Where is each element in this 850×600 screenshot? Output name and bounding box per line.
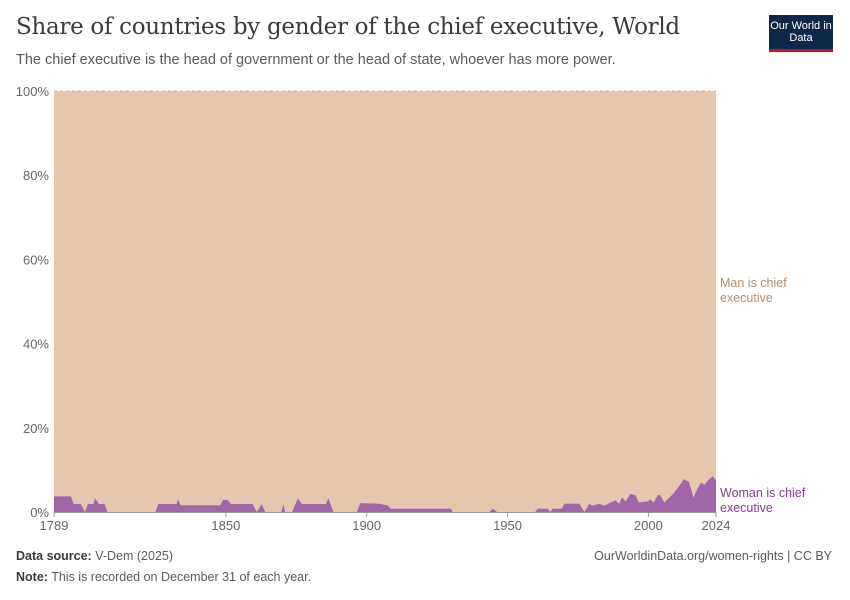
- note: Note: This is recorded on December 31 of…: [16, 570, 311, 584]
- y-tick-label: 100%: [16, 84, 50, 99]
- note-text: This is recorded on December 31 of each …: [51, 570, 312, 584]
- chart-subtitle: The chief executive is the head of gover…: [16, 52, 616, 68]
- x-tick-label: 2000: [634, 518, 663, 533]
- y-tick-label: 40%: [23, 337, 49, 352]
- x-tick-label: 1789: [40, 518, 69, 533]
- license-url[interactable]: OurWorldinData.org/women-rights | CC BY: [594, 549, 832, 563]
- chart-title: Share of countries by gender of the chie…: [16, 14, 680, 40]
- legend-label-man: Man is chief executive: [720, 276, 787, 305]
- source-label: Data source:: [16, 549, 92, 563]
- data-source: Data source: V-Dem (2025): [16, 549, 173, 563]
- x-tick-label: 2024: [702, 518, 731, 533]
- series-area-woman: [54, 476, 716, 512]
- y-tick-label: 80%: [23, 168, 49, 183]
- note-label: Note:: [16, 570, 48, 584]
- owid-logo[interactable]: Our World in Data: [769, 15, 833, 52]
- source-link[interactable]: V-Dem (2025): [95, 549, 174, 563]
- x-tick-label: 1900: [352, 518, 381, 533]
- series-area-man: [54, 91, 716, 512]
- x-tick-label: 1950: [493, 518, 522, 533]
- x-tick-label: 1850: [211, 518, 240, 533]
- legend-label-woman: Woman is chief executive: [720, 486, 806, 515]
- y-tick-label: 0%: [30, 505, 49, 520]
- y-tick-label: 20%: [23, 421, 49, 436]
- y-tick-label: 60%: [23, 252, 49, 267]
